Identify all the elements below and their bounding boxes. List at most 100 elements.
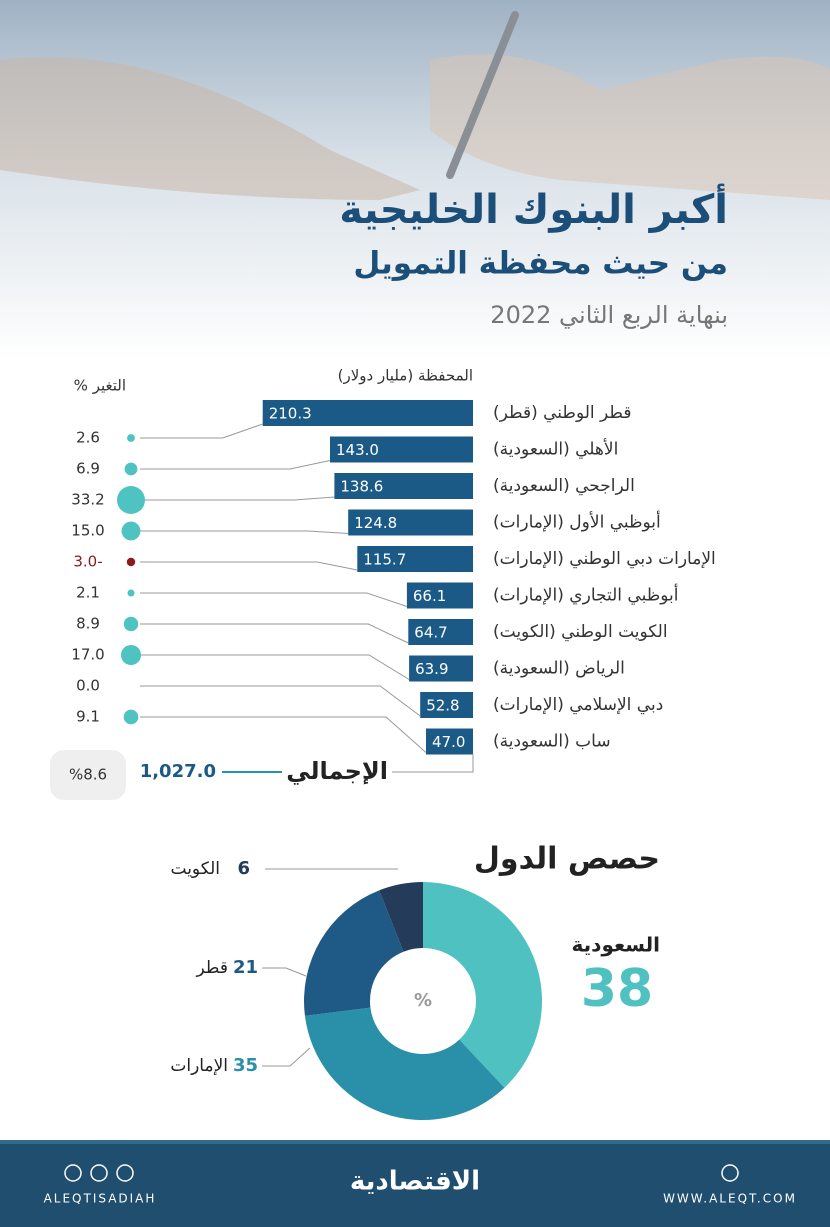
change-bubble [126, 557, 136, 567]
connector [140, 685, 421, 717]
bar [406, 582, 473, 609]
change-label: 8.9 [76, 615, 100, 633]
bar-value-label: 138.6 [340, 478, 383, 496]
slice-value: 21 [233, 957, 258, 978]
total-change-box [50, 750, 126, 800]
change-bubble [123, 709, 139, 725]
pen [446, 11, 519, 179]
facebook-icon[interactable] [90, 1164, 108, 1182]
bar [262, 400, 473, 426]
total-change: %8.6 [69, 766, 107, 784]
pie-title: حصص الدول [474, 842, 660, 877]
change-label: 15.0 [71, 522, 104, 540]
bank-name: الإمارات دبي الوطني (الإمارات) [493, 549, 716, 569]
footer-rule [0, 1140, 830, 1144]
bank-name: ساب (السعودية) [493, 732, 611, 752]
slice-leader [262, 1047, 311, 1067]
connector [140, 592, 408, 607]
bar [334, 473, 473, 499]
bar-value-label: 124.8 [354, 514, 397, 532]
footer [0, 1140, 830, 1227]
bar [408, 619, 473, 645]
pie-slice [304, 1007, 505, 1121]
bank-name: الأهلي (السعودية) [493, 439, 618, 460]
total-label: الإجمالي [286, 757, 388, 785]
change-bubble [123, 616, 139, 632]
bar-value-label: 210.3 [269, 405, 312, 423]
slice-value: 6 [237, 858, 250, 879]
change-label: 17.0 [71, 646, 104, 664]
change-bubble [124, 462, 138, 476]
footer-brand: الاقتصادية [350, 1167, 480, 1197]
bank-name: الرياض (السعودية) [493, 659, 625, 679]
date: بنهاية الربع الثاني 2022 [490, 301, 728, 329]
connector [140, 460, 331, 470]
slice-name: الكويت [171, 859, 221, 879]
slice-value: 35 [233, 1055, 258, 1076]
web-icon[interactable] [721, 1164, 739, 1182]
bar-value-label: 115.7 [363, 551, 406, 569]
slice-name: الإمارات [170, 1056, 228, 1076]
bar [420, 692, 473, 718]
bar-value-label: 47.0 [432, 733, 465, 751]
bar-value-label: 52.8 [426, 697, 459, 715]
bar [357, 546, 473, 572]
bank-name: الكويت الوطني (الكويت) [493, 622, 668, 642]
change-label: 9.1 [76, 708, 100, 726]
bar [426, 728, 473, 755]
twitter-icon[interactable] [116, 1164, 134, 1182]
bar-chart: 210.3 قطر الوطني (قطر) 2.6 143.0 الأهلي (الس… [50, 400, 716, 800]
total-value: 1,027.0 [140, 761, 216, 782]
connector [140, 623, 409, 644]
change-label: 33.2 [71, 491, 104, 509]
footer-website[interactable]: WWW.ALEQT.COM [663, 1192, 797, 1206]
pie-slice [423, 882, 543, 1088]
change-label: 6.9 [76, 460, 100, 478]
bank-name: الراجحي (السعودية) [493, 476, 635, 496]
change-bubble [121, 521, 141, 541]
slice-value: 38 [581, 959, 653, 1019]
change-bubble [120, 644, 142, 666]
bar-value-label: 64.7 [414, 624, 447, 642]
change-label: 2.1 [76, 584, 100, 602]
change-bubble [127, 434, 135, 442]
connector [140, 423, 263, 439]
connector [140, 561, 358, 571]
bar-value-label: 143.0 [336, 441, 379, 459]
portfolio-header: المحفظة (مليار دولار) [338, 367, 473, 385]
subtitle: من حيث محفظة التمويل [353, 246, 728, 282]
change-label: 0.0 [76, 677, 100, 695]
change-header: التغير % [74, 377, 126, 395]
slice-name: قطر [196, 958, 228, 978]
slice-leader [262, 967, 307, 977]
title: أكبر البنوك الخليجية [339, 183, 728, 233]
connector [140, 530, 349, 534]
bank-name: قطر الوطني (قطر) [493, 403, 632, 423]
bar [409, 655, 473, 682]
bar [348, 509, 473, 536]
pie-center-label: % [414, 990, 432, 1011]
pie-slice [304, 890, 404, 1016]
change-bubble [116, 485, 146, 515]
slice-name: السعودية [572, 933, 660, 957]
footer-handle: ALEQTISADIAH [44, 1192, 157, 1206]
bank-name: أبوظبي الأول (الإمارات) [493, 511, 661, 533]
total-connector [392, 754, 474, 773]
bar [330, 436, 473, 463]
connector [140, 716, 427, 753]
bank-name: دبي الإسلامي (الإمارات) [493, 695, 663, 715]
bar-value-label: 66.1 [413, 587, 446, 605]
hand-shape [0, 56, 420, 200]
connector [140, 654, 410, 680]
change-bubble [127, 589, 135, 597]
pie-slice [379, 882, 423, 952]
connector [140, 496, 335, 501]
change-label: 2.6 [76, 429, 100, 447]
instagram-icon[interactable] [64, 1164, 82, 1182]
hand-shape [430, 54, 830, 201]
bar-value-label: 63.9 [415, 660, 448, 678]
bank-name: أبوظبي التجاري (الإمارات) [493, 584, 678, 606]
change-label: 3.0- [73, 553, 102, 571]
